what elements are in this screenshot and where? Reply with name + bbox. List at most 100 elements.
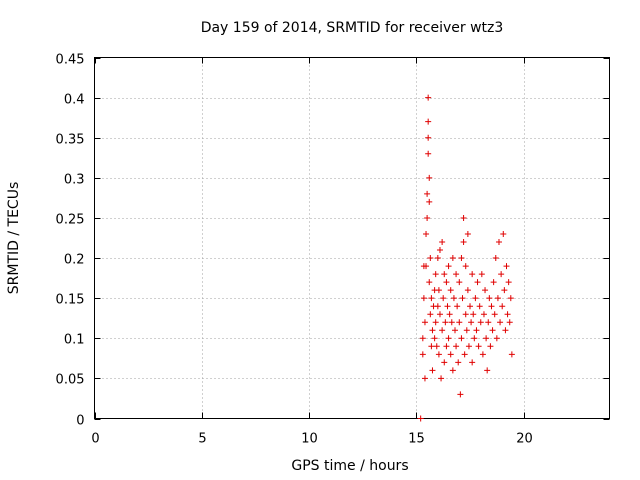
data-point xyxy=(503,263,510,270)
y-tick-label: 0.25 xyxy=(56,213,85,228)
plot-frame xyxy=(94,57,610,419)
data-point xyxy=(425,94,432,101)
y-axis-title: SRMTID / TECUs xyxy=(6,182,22,295)
data-point xyxy=(504,311,511,318)
y-tick-label: 0 xyxy=(76,414,84,429)
data-point xyxy=(425,134,432,141)
data-point xyxy=(450,295,457,302)
data-point xyxy=(458,255,465,262)
grid-lines xyxy=(94,57,610,419)
data-point xyxy=(464,230,471,237)
data-point xyxy=(489,327,496,334)
chart-title: Day 159 of 2014, SRMTID for receiver wtz… xyxy=(201,20,504,36)
y-tick-label: 0.3 xyxy=(64,173,85,188)
data-point xyxy=(494,295,501,302)
data-point xyxy=(478,271,485,278)
data-point xyxy=(505,279,512,286)
data-point xyxy=(439,239,446,246)
data-point xyxy=(425,150,432,157)
data-point xyxy=(449,255,456,262)
data-point xyxy=(475,343,482,350)
data-point xyxy=(436,311,443,318)
data-point xyxy=(421,375,428,382)
data-point xyxy=(419,335,426,342)
data-point xyxy=(427,255,434,262)
x-tick-label: 20 xyxy=(516,432,533,447)
data-point xyxy=(432,271,439,278)
data-point xyxy=(495,239,502,246)
data-point xyxy=(417,415,424,422)
data-point xyxy=(426,279,433,286)
data-point xyxy=(507,295,514,302)
data-point xyxy=(428,295,435,302)
data-point xyxy=(423,230,430,237)
x-axis-title: GPS time / hours xyxy=(291,458,408,474)
data-point xyxy=(469,271,476,278)
data-point xyxy=(480,311,487,318)
data-point xyxy=(428,343,435,350)
data-point xyxy=(435,351,442,358)
data-point xyxy=(441,359,448,366)
data-point xyxy=(429,367,436,374)
data-point xyxy=(434,303,441,310)
data-point xyxy=(420,295,427,302)
y-axis: 0 0.05 0.1 0.15 0.2 0.25 0.3 0.35 0.4 0.45 xyxy=(56,53,610,429)
data-point xyxy=(464,287,471,294)
data-point xyxy=(497,319,504,326)
data-point xyxy=(485,319,492,326)
y-tick-label: 0.15 xyxy=(56,293,85,308)
data-point xyxy=(419,351,426,358)
data-point xyxy=(467,303,474,310)
data-point xyxy=(476,303,483,310)
data-point xyxy=(434,255,441,262)
data-point xyxy=(443,343,450,350)
y-tick-label: 0.4 xyxy=(64,93,85,108)
data-point xyxy=(477,319,484,326)
data-point xyxy=(453,271,460,278)
data-point xyxy=(447,351,454,358)
y-tick-label: 0.35 xyxy=(56,133,85,148)
data-point xyxy=(493,335,500,342)
y-tick-label: 0.1 xyxy=(64,333,85,348)
data-point xyxy=(432,319,439,326)
y-tick-label: 0.05 xyxy=(56,373,85,388)
data-point xyxy=(500,230,507,237)
data-point xyxy=(474,279,481,286)
data-point xyxy=(486,295,493,302)
x-tick-label: 10 xyxy=(301,432,318,447)
data-point xyxy=(421,319,428,326)
data-point xyxy=(508,351,515,358)
data-point xyxy=(424,190,431,197)
data-point xyxy=(491,311,498,318)
data-point xyxy=(442,319,449,326)
data-point xyxy=(425,118,432,125)
data-point xyxy=(445,335,452,342)
data-point xyxy=(431,335,438,342)
data-point xyxy=(458,335,465,342)
data-point xyxy=(462,263,469,270)
data-point xyxy=(427,311,434,318)
data-point xyxy=(426,174,433,181)
x-axis: 0 5 10 15 20 xyxy=(91,57,533,447)
data-point xyxy=(440,295,447,302)
data-point xyxy=(506,319,513,326)
data-point xyxy=(433,343,440,350)
x-tick-label: 0 xyxy=(91,432,99,447)
data-point xyxy=(465,343,472,350)
data-point xyxy=(444,303,451,310)
data-point xyxy=(435,287,442,294)
data-point xyxy=(482,287,489,294)
data-point xyxy=(456,279,463,286)
data-point xyxy=(462,311,469,318)
data-point xyxy=(423,263,430,270)
data-point xyxy=(454,303,461,310)
data-point xyxy=(452,327,458,334)
data-point xyxy=(469,359,476,366)
data-point xyxy=(429,327,436,334)
data-point xyxy=(502,327,509,334)
data-point xyxy=(484,367,491,374)
data-point xyxy=(490,279,497,286)
data-point xyxy=(426,198,433,205)
